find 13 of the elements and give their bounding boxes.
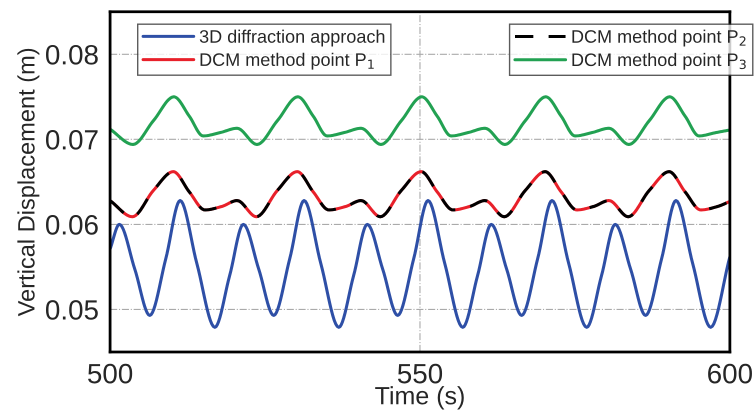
y-tick-label: 0.06 [46,215,98,235]
legend-label: 3D diffraction approach [200,30,384,46]
legend-label: DCM method point P$_{2}$ [572,30,746,46]
x-tick-label: 600 [708,364,752,384]
y-tick-label: 0.08 [46,44,98,65]
y-tick-label: 0.05 [46,300,98,320]
x-tick-label: 550 [398,364,442,384]
x-tick-label: 500 [88,364,132,384]
y-tick-label: 0.07 [46,130,98,150]
y-axis-title: Vertical Displacement (m) [17,48,40,316]
legend-label: DCM method point P$_{3}$ [572,52,746,70]
x-axis-title: Time (s) [375,386,464,410]
legend-label: DCM method point P$_{1}$ [200,52,374,70]
